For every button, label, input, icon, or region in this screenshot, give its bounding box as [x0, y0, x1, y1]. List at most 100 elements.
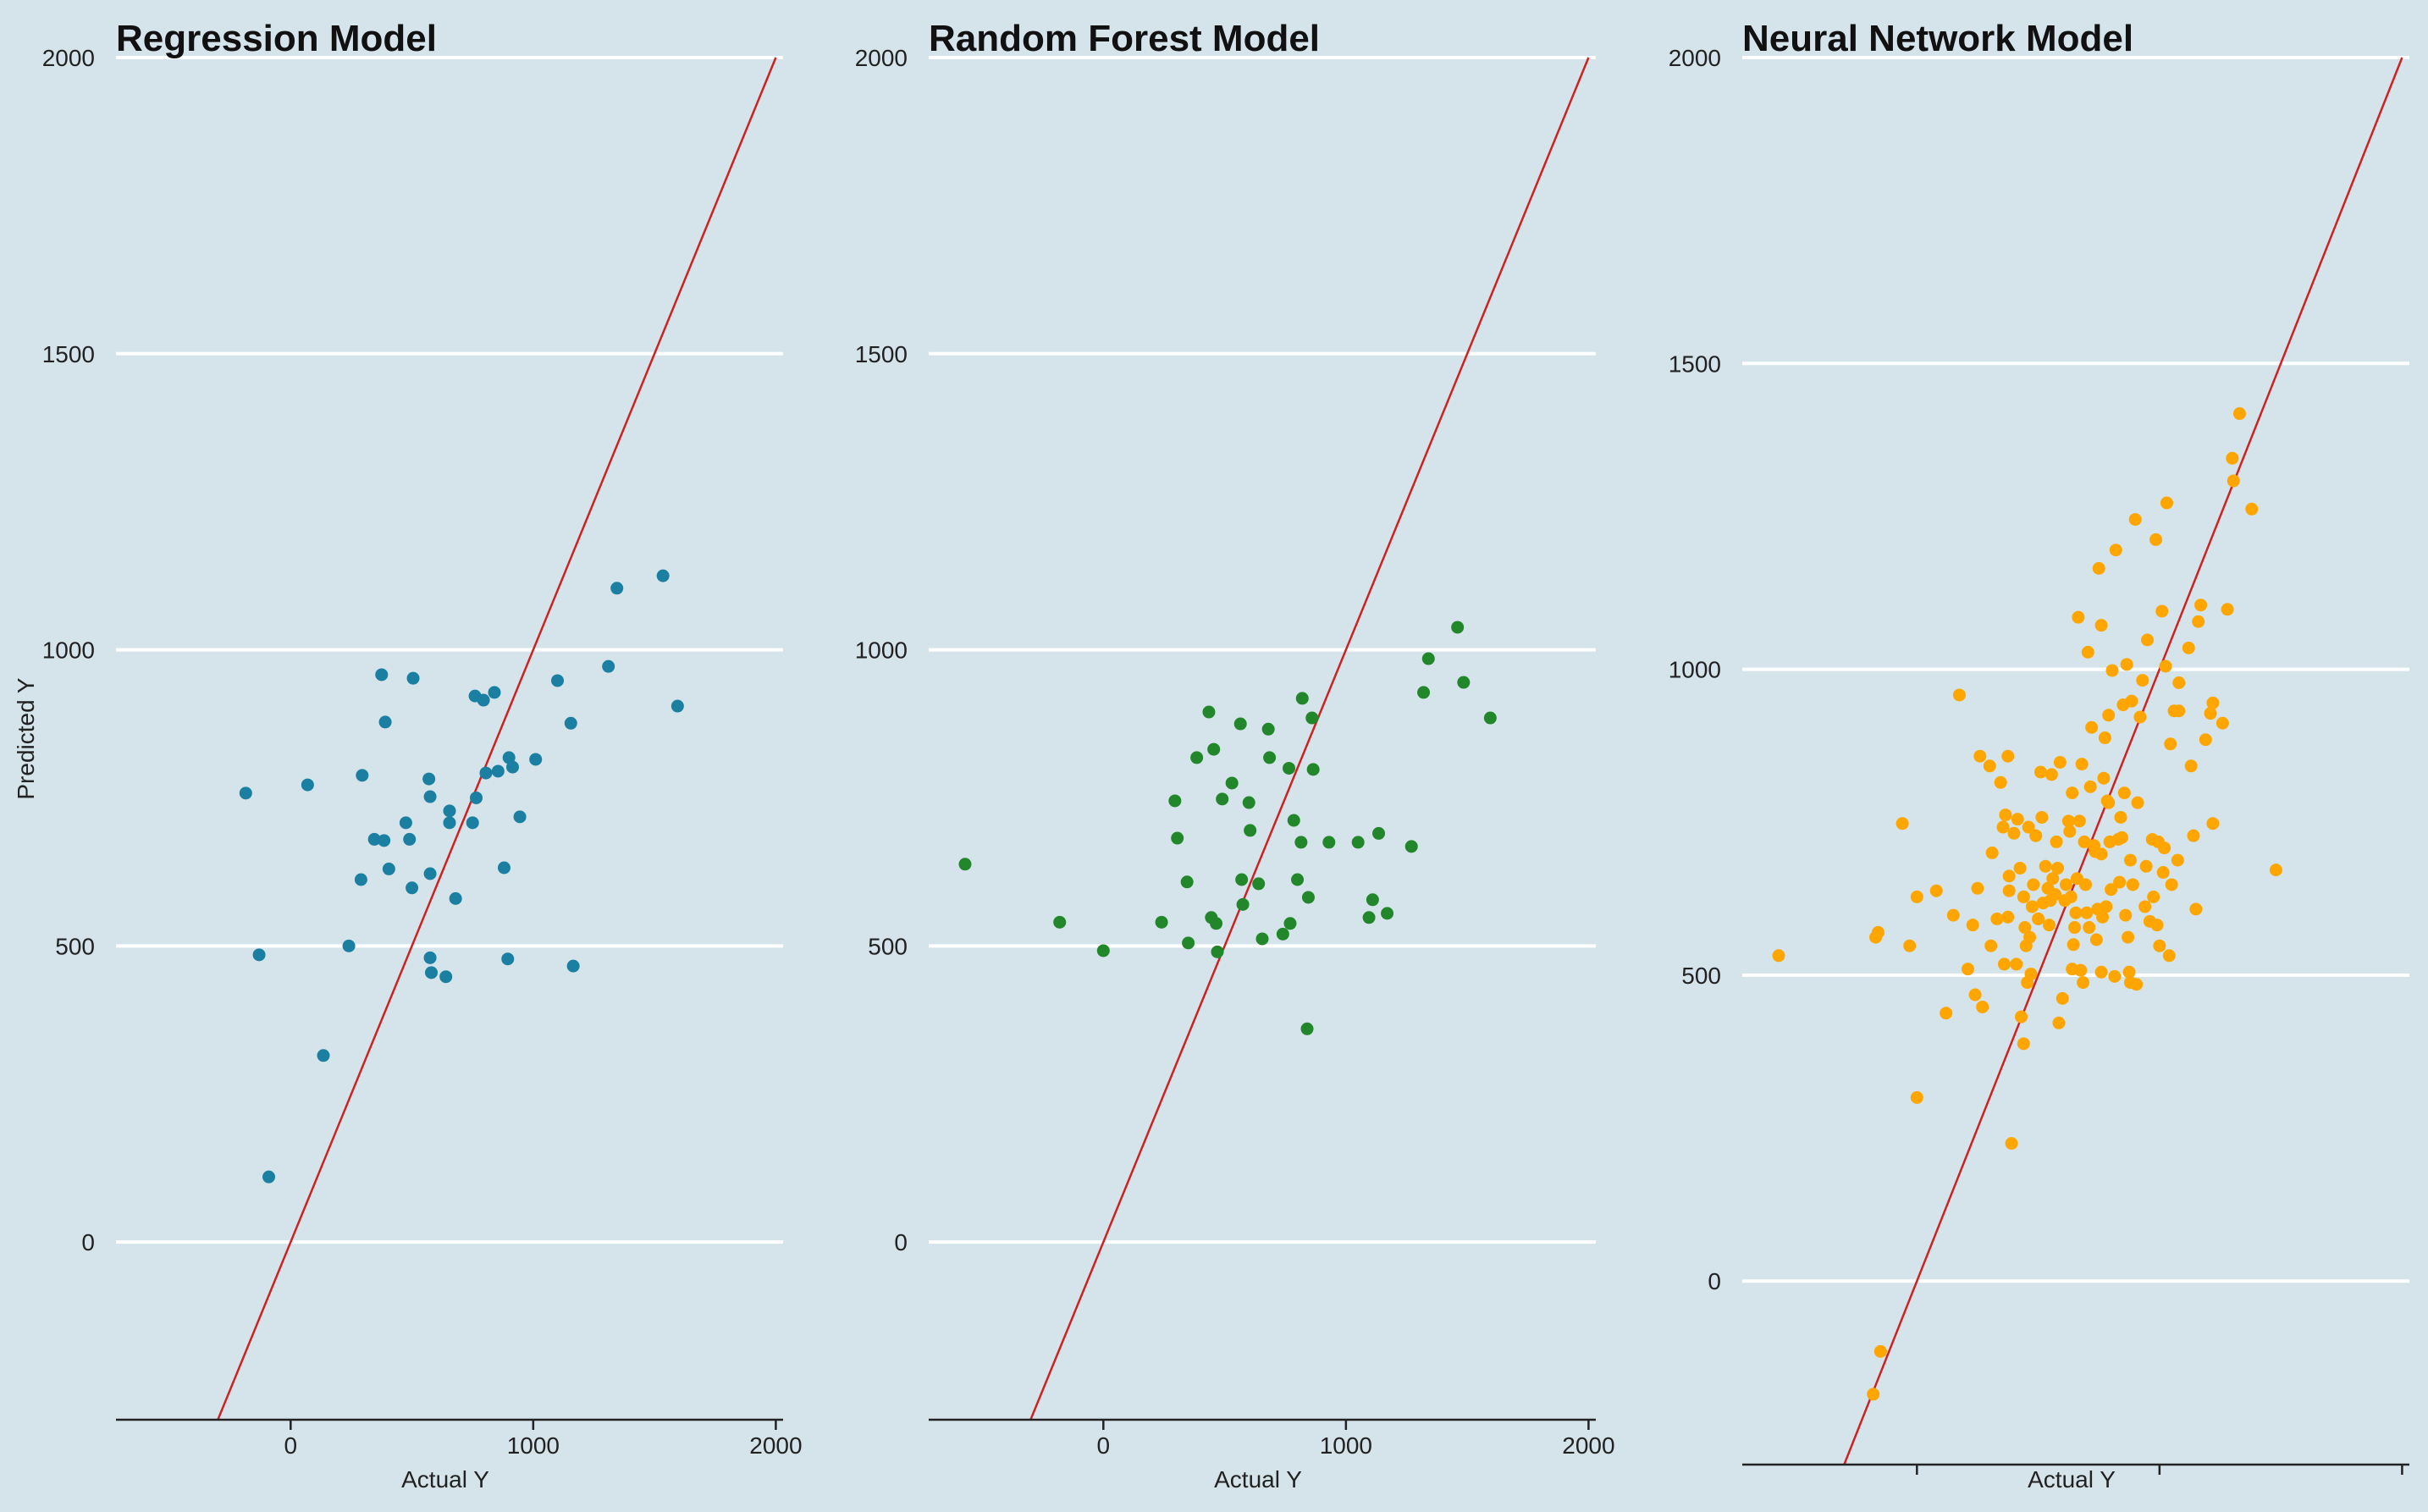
data-point — [1235, 873, 1249, 886]
data-point — [2102, 709, 2116, 722]
data-point — [2138, 900, 2152, 913]
data-point — [2075, 758, 2089, 771]
data-point — [2050, 835, 2063, 848]
data-point — [2018, 921, 2032, 935]
data-point — [1168, 794, 1182, 808]
data-point — [1155, 915, 1168, 929]
data-point — [2164, 737, 2177, 751]
data-point — [2022, 820, 2035, 834]
data-point — [2017, 890, 2030, 903]
data-point — [1869, 930, 1883, 944]
data-point — [1994, 775, 2007, 789]
data-point — [1940, 1007, 1953, 1020]
data-point — [529, 753, 543, 766]
data-point — [656, 569, 670, 582]
data-point — [2035, 810, 2049, 824]
data-point — [2072, 610, 2085, 624]
panel-title: Regression Model — [116, 18, 437, 59]
data-point — [399, 816, 412, 830]
data-point — [2042, 919, 2056, 932]
data-point — [2105, 664, 2119, 677]
data-point — [2227, 474, 2240, 488]
data-point — [1996, 820, 2010, 834]
data-point — [1233, 717, 1247, 731]
x-tick-label: 0 — [1097, 1432, 1111, 1459]
data-point — [2216, 716, 2229, 730]
random-forest-panel: 0 500 1000 1500 2000 0 1000 2000 Random Forest M… — [855, 18, 1615, 1493]
data-point — [1404, 840, 1418, 853]
data-point — [1202, 705, 1216, 719]
x-tick-label: 0 — [284, 1432, 298, 1459]
data-point — [1997, 957, 2011, 971]
data-point — [1966, 919, 1979, 932]
data-point — [1053, 915, 1067, 929]
data-point — [1305, 711, 1319, 725]
data-point — [2052, 1016, 2066, 1029]
data-point — [1457, 676, 1471, 689]
y-tick-label: 500 — [55, 933, 95, 959]
data-point — [1483, 711, 1497, 725]
data-point — [2122, 930, 2135, 944]
data-point — [2010, 957, 2023, 971]
data-point — [501, 952, 515, 966]
data-point — [2221, 603, 2234, 616]
data-point — [2001, 910, 2015, 924]
data-point — [506, 760, 520, 774]
data-point — [1216, 792, 1229, 806]
data-point — [1929, 884, 1943, 897]
data-point — [1381, 907, 1394, 920]
y-tick-label: 1000 — [1669, 657, 1721, 683]
data-point — [2139, 859, 2153, 873]
data-point — [317, 1049, 330, 1062]
data-point — [1283, 761, 1296, 775]
x-tick-label: 1000 — [1320, 1432, 1372, 1459]
data-point — [2080, 906, 2094, 919]
data-point — [466, 816, 479, 830]
data-point — [2078, 835, 2091, 848]
x-tick-label: 1000 — [507, 1432, 560, 1459]
data-point — [1225, 776, 1239, 790]
data-point — [2094, 847, 2108, 861]
data-point — [2162, 949, 2176, 963]
data-point — [449, 891, 462, 905]
data-point — [1211, 945, 1224, 958]
data-point — [2064, 890, 2078, 903]
data-point — [2182, 641, 2195, 654]
data-point — [2051, 861, 2065, 875]
data-point — [2074, 963, 2088, 977]
data-point — [1971, 881, 1984, 895]
data-point — [2194, 599, 2208, 612]
data-point — [403, 832, 417, 846]
data-point — [262, 1170, 276, 1184]
data-point — [497, 861, 510, 875]
data-point — [1283, 917, 1297, 930]
data-point — [1301, 891, 1315, 904]
data-point — [2105, 883, 2118, 897]
data-point — [2027, 878, 2040, 891]
data-point — [1961, 963, 1974, 976]
data-point — [301, 778, 314, 792]
data-point — [2130, 978, 2144, 991]
data-point — [2066, 786, 2079, 800]
data-point — [1873, 1344, 1887, 1358]
data-point — [2226, 451, 2239, 465]
data-point — [2122, 965, 2136, 979]
data-point — [406, 881, 419, 895]
data-point — [566, 959, 580, 973]
data-point — [2017, 1037, 2030, 1051]
data-point — [2141, 633, 2155, 647]
data-point — [443, 816, 456, 830]
data-point — [2092, 561, 2105, 575]
data-point — [2117, 786, 2131, 800]
data-point — [1362, 911, 1376, 924]
data-point — [2133, 710, 2147, 724]
data-point — [423, 790, 437, 803]
y-tick-label: 2000 — [855, 45, 908, 71]
data-point — [2155, 604, 2169, 618]
data-point — [2072, 814, 2086, 828]
data-point — [367, 832, 381, 846]
x-axis-label: Actual Y — [2028, 1466, 2116, 1493]
data-point — [2156, 866, 2170, 880]
data-point — [2015, 1010, 2028, 1024]
data-point — [2123, 853, 2137, 867]
